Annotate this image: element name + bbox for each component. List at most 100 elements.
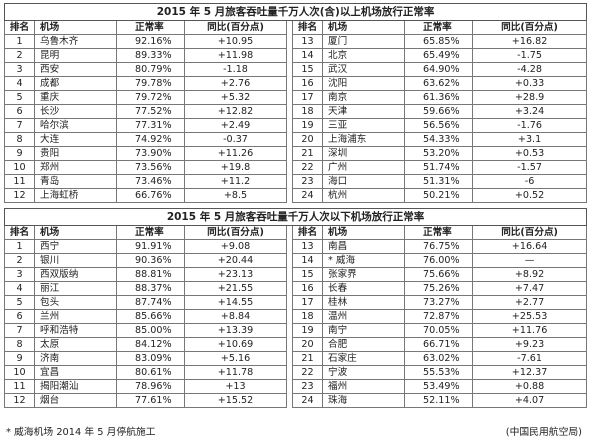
rate-cell: 91.91% bbox=[116, 239, 185, 254]
rank-cell: 23 bbox=[292, 174, 323, 189]
airport-cell: 上海虹桥 bbox=[34, 188, 117, 203]
airport-cell: 包头 bbox=[34, 295, 117, 310]
rate-cell: 66.76% bbox=[116, 188, 185, 203]
change-cell: +12.37 bbox=[471, 365, 588, 380]
table-row: 8 大连 74.92% -0.37 20 上海浦东 54.33% +3.1 bbox=[4, 132, 588, 147]
change-cell: +2.49 bbox=[184, 118, 287, 133]
airport-cell: 温州 bbox=[322, 309, 405, 324]
rank-cell: 16 bbox=[292, 76, 323, 91]
airport-cell: 上海浦东 bbox=[322, 132, 405, 147]
rank-cell: 18 bbox=[292, 309, 323, 324]
change-cell: +9.08 bbox=[184, 239, 287, 254]
column-header: 机场 bbox=[34, 20, 117, 35]
table-row: 5 包头 87.74% +14.55 17 桂林 73.27% +2.77 bbox=[4, 295, 588, 310]
airport-cell: 沈阳 bbox=[322, 76, 405, 91]
rank-cell: 2 bbox=[4, 253, 35, 268]
rank-cell: 21 bbox=[292, 146, 323, 161]
airport-cell: 贵阳 bbox=[34, 146, 117, 161]
rate-cell: 65.85% bbox=[404, 34, 473, 49]
airport-cell: 宜昌 bbox=[34, 365, 117, 380]
table-title: 2015 年 5 月旅客吞吐量千万人次以下机场放行正常率 bbox=[3, 208, 588, 226]
airport-cell: 南宁 bbox=[322, 323, 405, 338]
airport-cell: 太原 bbox=[34, 337, 117, 352]
rate-cell: 84.12% bbox=[116, 337, 185, 352]
rate-cell: 73.56% bbox=[116, 160, 185, 175]
airport-cell: 丽江 bbox=[34, 281, 117, 296]
airport-cell: 昆明 bbox=[34, 48, 117, 63]
table-row: 7 呼和浩特 85.00% +13.39 19 南宁 70.05% +11.76 bbox=[4, 323, 588, 338]
table-large-airports: 2015 年 5 月旅客吞吐量千万人次(含)以上机场放行正常率 排名 机场 正常率同… bbox=[3, 3, 588, 203]
airport-cell: 长春 bbox=[322, 281, 405, 296]
change-cell: +2.76 bbox=[184, 76, 287, 91]
rank-cell: 13 bbox=[292, 34, 323, 49]
table-row: 3 西双版纳 88.81% +23.13 15 张家界 75.66% +8.92 bbox=[4, 267, 588, 282]
column-header: 正常率 bbox=[404, 20, 473, 35]
airport-cell: 南京 bbox=[322, 90, 405, 105]
airport-cell: 广州 bbox=[322, 160, 405, 175]
rank-cell: 7 bbox=[4, 118, 35, 133]
column-header: 排名 bbox=[292, 20, 323, 35]
change-cell: +13 bbox=[184, 379, 287, 394]
column-header: 排名 bbox=[4, 225, 35, 240]
rank-cell: 5 bbox=[4, 90, 35, 105]
rate-cell: 80.79% bbox=[116, 62, 185, 77]
rate-cell: 64.90% bbox=[404, 62, 473, 77]
rank-cell: 14 bbox=[292, 48, 323, 63]
rank-cell: 1 bbox=[4, 239, 35, 254]
table-row: 3 西安 80.79% -1.18 15 武汉 64.90% -4.28 bbox=[4, 62, 588, 77]
airport-cell: 珠海 bbox=[322, 393, 405, 408]
change-cell: +15.52 bbox=[184, 393, 287, 408]
table-row: 1 乌鲁木齐 92.16% +10.95 13 厦门 65.85% +16.82 bbox=[4, 34, 588, 49]
change-cell: -7.61 bbox=[471, 351, 588, 366]
airport-cell: 呼和浩特 bbox=[34, 323, 117, 338]
rank-cell: 20 bbox=[292, 132, 323, 147]
rank-cell: 10 bbox=[4, 160, 35, 175]
change-cell: +11.76 bbox=[471, 323, 588, 338]
table-row: 2 昆明 89.33% +11.98 14 北京 65.49% -1.75 bbox=[4, 48, 588, 63]
rank-cell: 2 bbox=[4, 48, 35, 63]
footnote: * 威海机场 2014 年 5 月停航施工 bbox=[6, 427, 156, 438]
column-header: 同比(百分点) bbox=[184, 20, 287, 35]
rank-cell: 14 bbox=[292, 253, 323, 268]
rank-cell: 17 bbox=[292, 90, 323, 105]
rank-cell: 4 bbox=[4, 281, 35, 296]
rate-cell: 56.56% bbox=[404, 118, 473, 133]
change-cell: +10.69 bbox=[184, 337, 287, 352]
airport-cell: 重庆 bbox=[34, 90, 117, 105]
table-row: 7 哈尔滨 77.31% +2.49 19 三亚 56.56% -1.76 bbox=[4, 118, 588, 133]
rank-cell: 19 bbox=[292, 118, 323, 133]
rate-cell: 65.49% bbox=[404, 48, 473, 63]
change-cell: +13.39 bbox=[184, 323, 287, 338]
rank-cell: 19 bbox=[292, 323, 323, 338]
rate-cell: 52.11% bbox=[404, 393, 473, 408]
rate-cell: 88.37% bbox=[116, 281, 185, 296]
change-cell: +16.64 bbox=[471, 239, 588, 254]
change-cell: +16.82 bbox=[471, 34, 588, 49]
table-row: 9 济南 83.09% +5.16 21 石家庄 63.02% -7.61 bbox=[4, 351, 588, 366]
change-cell: +23.13 bbox=[184, 267, 287, 282]
rate-cell: 79.78% bbox=[116, 76, 185, 91]
rank-cell: 8 bbox=[4, 132, 35, 147]
rank-cell: 11 bbox=[4, 379, 35, 394]
column-header: 机场 bbox=[34, 225, 117, 240]
change-cell: +8.92 bbox=[471, 267, 588, 282]
table-row: 10 郑州 73.56% +19.8 22 广州 51.74% -1.57 bbox=[4, 160, 588, 175]
rank-cell: 20 bbox=[292, 337, 323, 352]
change-cell: -6 bbox=[471, 174, 588, 189]
rank-cell: 5 bbox=[4, 295, 35, 310]
rank-cell: 3 bbox=[4, 62, 35, 77]
rank-cell: 13 bbox=[292, 239, 323, 254]
change-cell: -1.75 bbox=[471, 48, 588, 63]
rate-cell: 90.36% bbox=[116, 253, 185, 268]
airport-cell: 张家界 bbox=[322, 267, 405, 282]
column-header: 机场 bbox=[322, 20, 405, 35]
table-row: 12 上海虹桥 66.76% +8.5 24 杭州 50.21% +0.52 bbox=[4, 188, 588, 203]
airport-cell: 西宁 bbox=[34, 239, 117, 254]
rank-cell: 1 bbox=[4, 34, 35, 49]
rank-cell: 17 bbox=[292, 295, 323, 310]
table-title: 2015 年 5 月旅客吞吐量千万人次(含)以上机场放行正常率 bbox=[3, 3, 588, 21]
rate-cell: 74.92% bbox=[116, 132, 185, 147]
column-header: 排名 bbox=[292, 225, 323, 240]
airport-cell: 北京 bbox=[322, 48, 405, 63]
change-cell: +11.78 bbox=[184, 365, 287, 380]
